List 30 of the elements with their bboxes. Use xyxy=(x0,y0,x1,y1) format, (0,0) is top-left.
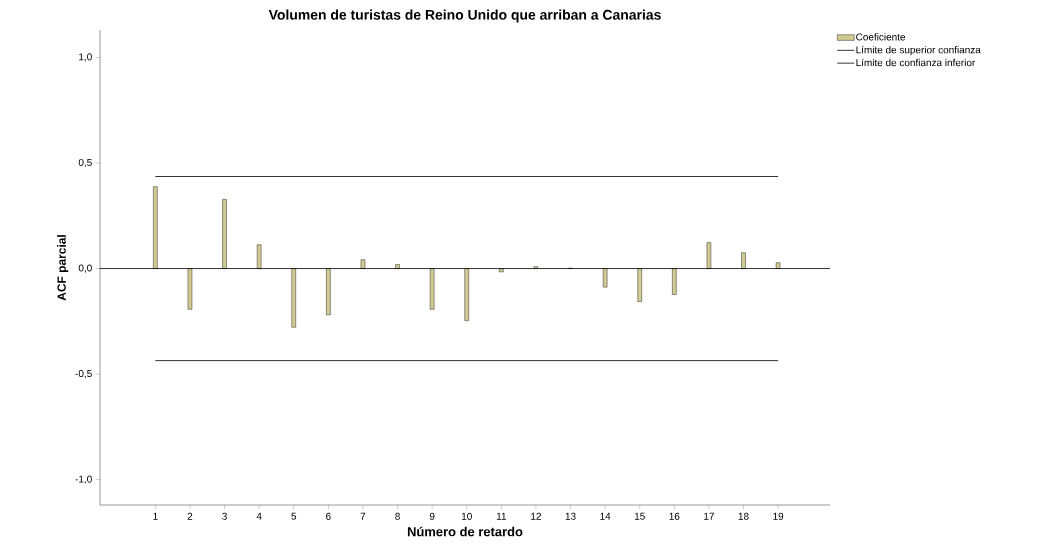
x-tick-label: 3 xyxy=(222,512,227,520)
x-tick-label: 6 xyxy=(326,512,331,520)
y-tick-label: 0,5 xyxy=(78,158,92,168)
x-tick-label: 5 xyxy=(291,512,297,520)
x-tick-label: 18 xyxy=(738,512,749,520)
y-axis-title: ACF parcial xyxy=(57,235,69,301)
x-tick-label: 2 xyxy=(187,512,193,520)
x-tick-label: 4 xyxy=(256,512,262,520)
x-tick-label: 13 xyxy=(565,512,576,520)
x-tick-label: 14 xyxy=(600,512,611,520)
x-tick-label: 12 xyxy=(531,512,541,520)
legend-label: Límite de confianza inferior xyxy=(856,58,976,67)
y-tick-label: 1,0 xyxy=(79,53,92,62)
x-tick-label: 19 xyxy=(773,512,784,520)
x-axis-title: Número de retardo xyxy=(407,526,523,537)
x-tick-label: 9 xyxy=(429,512,435,520)
x-tick-label: 10 xyxy=(461,512,472,520)
x-tick-label: 16 xyxy=(669,512,680,520)
x-tick-label: 1 xyxy=(153,512,158,520)
y-tick-label: 0,0 xyxy=(78,264,92,273)
x-tick-label: 11 xyxy=(496,512,507,520)
legend-label: Límite de superior confianza xyxy=(856,45,981,56)
x-tick-label: 17 xyxy=(704,512,714,520)
y-tick-label: -0,5 xyxy=(75,370,92,379)
legend-label: Coeficiente xyxy=(856,33,906,41)
x-tick-label: 7 xyxy=(360,512,366,520)
x-tick-label: 8 xyxy=(395,512,400,520)
chart-title: Volumen de turistas de Reino Unido que arriban a Canarias xyxy=(268,9,661,23)
x-tick-label: 15 xyxy=(634,512,645,520)
y-tick-label: -1,0 xyxy=(75,475,92,484)
